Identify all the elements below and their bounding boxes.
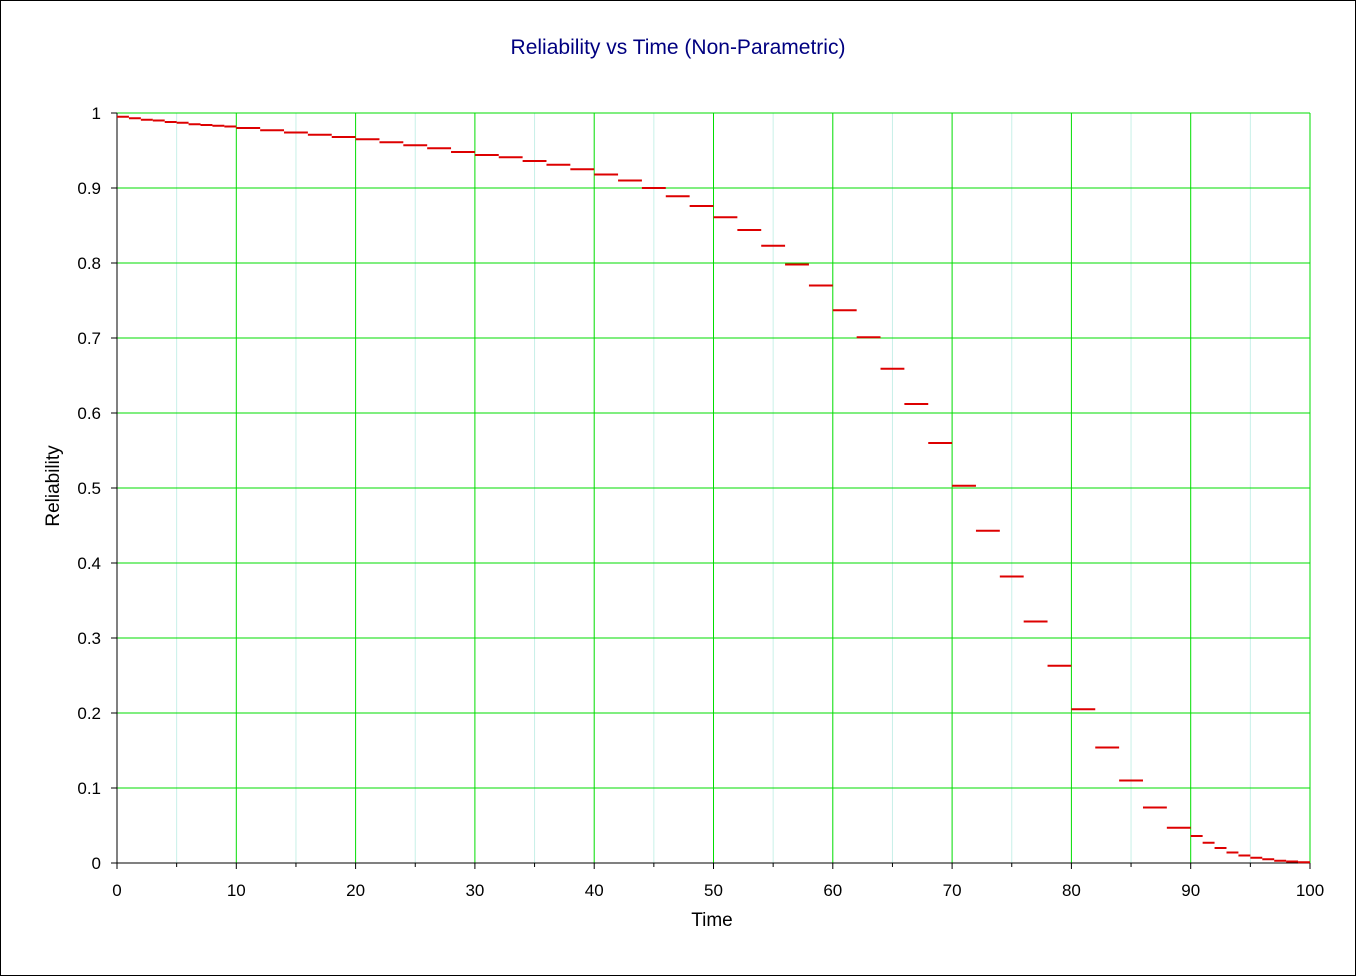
y-tick-label: 1	[92, 104, 101, 123]
x-tick-label: 0	[112, 881, 121, 900]
x-tick-label: 70	[943, 881, 962, 900]
x-tick-label: 30	[465, 881, 484, 900]
y-tick-label: 0.9	[77, 179, 101, 198]
tick-labels: 0 10 20 30 40 50 60 70 80 90 100 0 0.1 0.2 0.3 0.4 0.5 0.…	[77, 104, 1324, 900]
chart-title: Reliability vs Time (Non-Parametric)	[510, 36, 846, 59]
y-tick-label: 0	[92, 854, 101, 873]
x-tick-label: 60	[823, 881, 842, 900]
y-tick-label: 0.2	[77, 704, 101, 723]
x-tick-label: 20	[346, 881, 365, 900]
y-tick-label: 0.7	[77, 329, 101, 348]
y-tick-label: 0.8	[77, 254, 101, 273]
series-reliability	[117, 115, 1310, 864]
x-tick-label: 80	[1062, 881, 1081, 900]
x-tick-label: 40	[585, 881, 604, 900]
y-tick-label: 0.1	[77, 779, 101, 798]
y-tick-label: 0.4	[77, 554, 101, 573]
x-tick-label: 90	[1181, 881, 1200, 900]
y-tick-label: 0.6	[77, 404, 101, 423]
y-tick-label: 0.3	[77, 629, 101, 648]
x-tick-label: 100	[1296, 881, 1324, 900]
y-tick-label: 0.5	[77, 479, 101, 498]
x-axis-label: Time	[691, 910, 733, 931]
x-tick-label: 10	[227, 881, 246, 900]
x-tick-label: 50	[704, 881, 723, 900]
axes	[111, 112, 1311, 869]
